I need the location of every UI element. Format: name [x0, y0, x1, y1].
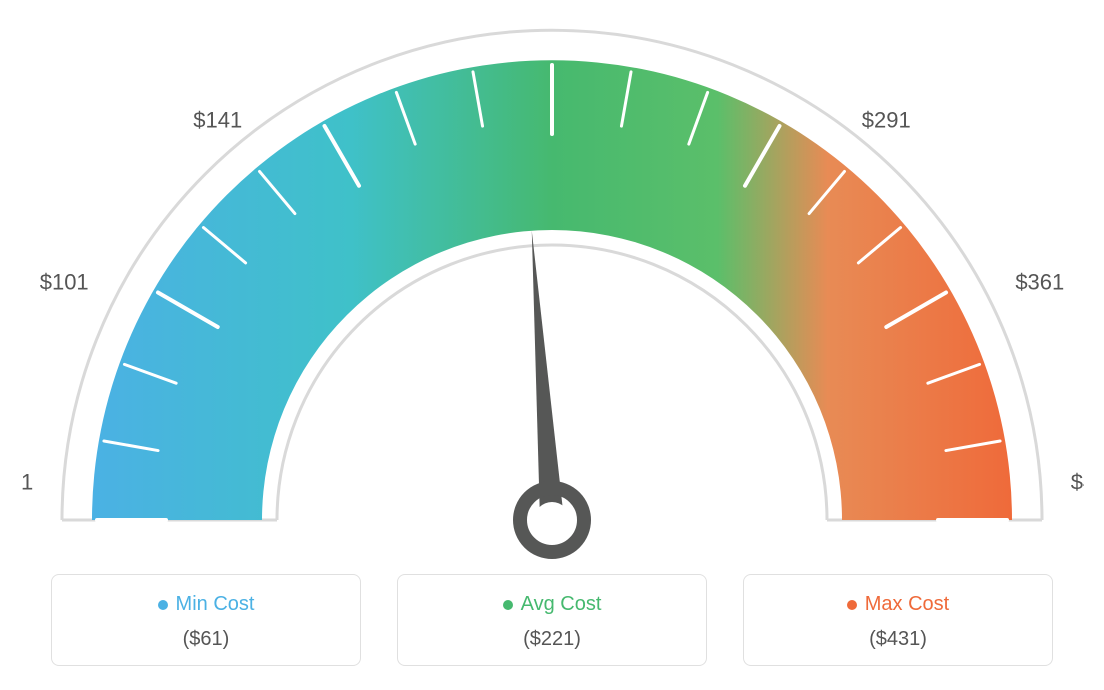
dot-icon	[503, 600, 513, 610]
svg-text:$61: $61	[20, 470, 33, 495]
legend-label-min: Min Cost	[176, 593, 255, 616]
legend-value-avg: ($221)	[410, 628, 694, 651]
svg-text:$361: $361	[1015, 270, 1064, 295]
legend-title-min: Min Cost	[158, 593, 255, 616]
svg-text:$141: $141	[193, 107, 242, 132]
legend-label-max: Max Cost	[865, 593, 949, 616]
legend-label-avg: Avg Cost	[521, 593, 602, 616]
dot-icon	[158, 600, 168, 610]
legend-value-min: ($61)	[64, 628, 348, 651]
legend-title-max: Max Cost	[847, 593, 949, 616]
gauge-svg: $61$101$141$221$291$361$431	[20, 20, 1084, 580]
dot-icon	[847, 600, 857, 610]
legend-card-avg: Avg Cost ($221)	[397, 574, 707, 666]
svg-text:$291: $291	[862, 107, 911, 132]
legend: Min Cost ($61) Avg Cost ($221) Max Cost …	[20, 574, 1084, 666]
svg-text:$101: $101	[40, 270, 89, 295]
legend-card-min: Min Cost ($61)	[51, 574, 361, 666]
legend-value-max: ($431)	[756, 628, 1040, 651]
svg-text:$431: $431	[1071, 470, 1084, 495]
cost-gauge: $61$101$141$221$291$361$431	[20, 20, 1084, 550]
legend-card-max: Max Cost ($431)	[743, 574, 1053, 666]
legend-title-avg: Avg Cost	[503, 593, 602, 616]
